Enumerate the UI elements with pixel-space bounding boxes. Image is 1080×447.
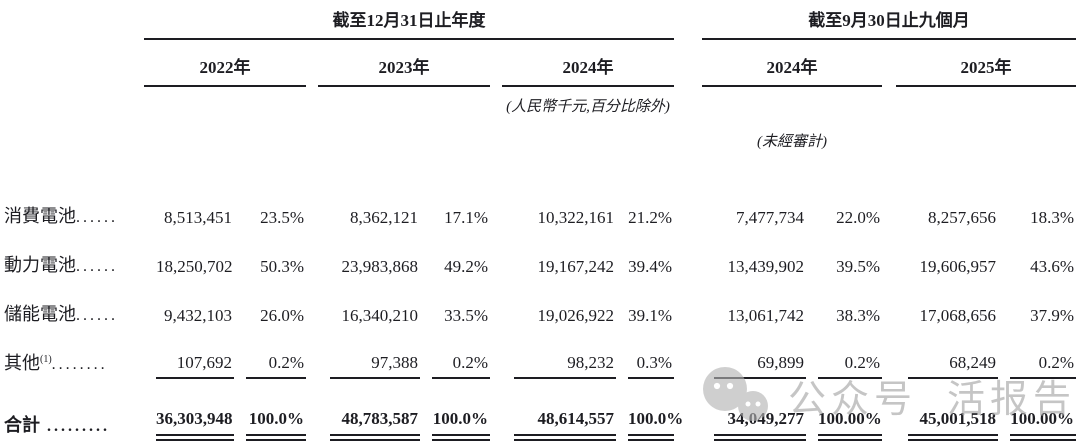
amount-cell: 19,606,957 — [919, 257, 997, 276]
table-row-others: 其他(1)........ 107,692 0.2% 97,388 0.2% 9… — [4, 330, 1077, 379]
row-label: 其他(1)........ — [4, 353, 108, 373]
table-row-power-batteries: 動力電池...... 18,250,702 50.3% 23,983,868 4… — [4, 232, 1076, 281]
percent-cell: 23.5% — [260, 208, 304, 227]
percent-cell: 0.3% — [616, 330, 674, 379]
year-2022-header: 2022年 — [144, 39, 306, 87]
amount-cell: 107,692 — [144, 330, 234, 379]
year-header-row: 2022年 2023年 2024年 2024年 2025年 — [4, 39, 1077, 87]
amount-cell: 9,432,103 — [164, 306, 232, 325]
amount-cell: 19,026,922 — [537, 306, 615, 325]
year-2023-header: 2023年 — [318, 39, 490, 87]
dot-leader: ........ — [51, 356, 108, 373]
table-row-consumer-batteries: 消費電池...... 8,513,451 23.5% 8,362,121 17.… — [4, 183, 1076, 232]
total-percent-cell: 100.0% — [420, 379, 490, 441]
percent-cell: 37.9% — [1030, 306, 1075, 325]
percent-cell: 21.2% — [628, 208, 672, 227]
total-amount-cell: 36,303,948 — [144, 379, 234, 441]
amount-cell: 7,477,734 — [736, 208, 804, 227]
amount-cell: 8,513,451 — [164, 208, 232, 227]
dot-leader: ...... — [76, 209, 118, 226]
percent-cell: 17.1% — [444, 208, 488, 227]
unaudited-note: (未經審計) — [757, 134, 827, 150]
percent-cell: 0.2% — [806, 330, 882, 379]
currency-note: (人民幣千元,百分比除外) — [506, 99, 670, 115]
percent-cell: 38.3% — [836, 306, 880, 325]
unaudited-note-row: (未經審計) — [4, 116, 1076, 151]
total-amount-cell: 48,783,587 — [318, 379, 420, 441]
total-percent-cell: 100.00% — [998, 379, 1077, 441]
row-label: 動力電池...... — [4, 255, 118, 275]
percent-cell: 0.2% — [234, 330, 306, 379]
percent-cell: 0.2% — [998, 330, 1077, 379]
amount-cell: 8,362,121 — [350, 208, 418, 227]
total-amount-cell: 48,614,557 — [502, 379, 616, 441]
group-gap — [674, 6, 702, 39]
percent-cell: 39.1% — [628, 306, 672, 325]
currency-note-row: (人民幣千元,百分比除外) — [4, 86, 1076, 116]
interim-period-header: 截至9月30日止九個月 — [702, 6, 1077, 40]
amount-cell: 69,899 — [702, 330, 806, 379]
percent-cell: 22.0% — [836, 208, 880, 227]
year-2025-interim-header: 2025年 — [896, 39, 1077, 87]
amount-cell: 13,061,742 — [727, 306, 805, 325]
percent-cell: 43.6% — [1030, 257, 1075, 276]
amount-cell: 23,983,868 — [341, 257, 419, 276]
table-row-total: 合計 ......... 36,303,948 100.0% 48,783,58… — [4, 379, 1077, 441]
corner-cell — [4, 6, 144, 39]
percent-cell: 26.0% — [260, 306, 304, 325]
total-amount-cell: 34,049,277 — [702, 379, 806, 441]
period-header-row: 截至12月31日止年度 截至9月30日止九個月 — [4, 6, 1077, 40]
percent-cell: 49.2% — [444, 257, 488, 276]
total-percent-cell: 100.0% — [234, 379, 306, 441]
annual-period-header: 截至12月31日止年度 — [144, 6, 674, 40]
amount-cell: 98,232 — [502, 330, 616, 379]
percent-cell: 50.3% — [260, 257, 304, 276]
year-2024-header: 2024年 — [502, 39, 674, 87]
amount-cell: 68,249 — [896, 330, 998, 379]
amount-cell: 97,388 — [318, 330, 420, 379]
row-label: 合計 ......... — [4, 415, 110, 435]
total-percent-cell: 100.00% — [806, 379, 882, 441]
amount-cell: 18,250,702 — [156, 257, 233, 276]
amount-cell: 16,340,210 — [341, 306, 419, 325]
percent-cell: 33.5% — [444, 306, 488, 325]
amount-cell: 10,322,161 — [537, 208, 615, 227]
amount-cell: 17,068,656 — [919, 306, 997, 325]
row-label: 消費電池...... — [4, 206, 118, 226]
percent-cell: 39.4% — [628, 257, 672, 276]
dot-leader: ...... — [76, 307, 118, 324]
spacer-row — [4, 151, 1076, 183]
amount-cell: 19,167,242 — [537, 257, 615, 276]
dot-leader: ...... — [76, 258, 118, 275]
table-row-energy-storage-batteries: 儲能電池...... 9,432,103 26.0% 16,340,210 33… — [4, 281, 1076, 330]
row-label: 儲能電池...... — [4, 304, 118, 324]
segment-revenue-table: 截至12月31日止年度 截至9月30日止九個月 2022年 2023年 2024… — [4, 6, 1077, 441]
percent-cell: 18.3% — [1030, 208, 1075, 227]
dot-leader: ......... — [40, 418, 110, 435]
footnote-marker: (1) — [40, 354, 52, 365]
year-2024-interim-header: 2024年 — [702, 39, 882, 87]
percent-cell: 39.5% — [836, 257, 880, 276]
total-percent-cell: 100.0% — [616, 379, 683, 441]
amount-cell: 8,257,656 — [928, 208, 996, 227]
percent-cell: 0.2% — [420, 330, 490, 379]
amount-cell: 13,439,902 — [727, 257, 805, 276]
total-amount-cell: 45,001,518 — [896, 379, 998, 441]
